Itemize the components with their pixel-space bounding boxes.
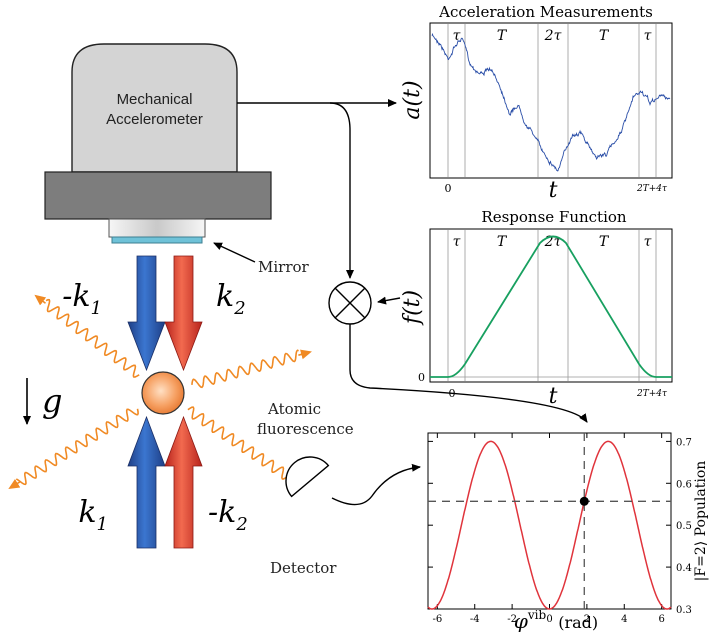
population-curve xyxy=(427,440,672,610)
segment-label: τ xyxy=(453,234,461,250)
population-marker-point xyxy=(579,496,589,506)
x-tick-label: 2 xyxy=(584,614,590,625)
x-tick-label: -2 xyxy=(507,614,517,625)
segment-label: T xyxy=(497,28,508,44)
beam-blue-bottom xyxy=(127,415,166,549)
accelerometer-body xyxy=(71,43,238,173)
photon-wave xyxy=(187,406,289,480)
mirror-pointer xyxy=(213,242,256,263)
photon-arrowhead xyxy=(298,349,312,360)
fluorescence-label-line1: Atomic xyxy=(267,400,321,418)
segment-label: T xyxy=(497,234,508,250)
acceleration-plot-frame xyxy=(429,22,673,179)
y-tick-label: 0.6 xyxy=(676,479,692,490)
acceleration-trace xyxy=(431,32,671,172)
y-tick-label: 0.4 xyxy=(676,563,692,574)
detector xyxy=(285,456,330,498)
population-chart-xlabel: φvib (rad) xyxy=(514,608,598,633)
laser-beams xyxy=(127,255,203,549)
population-chart-frame xyxy=(427,432,672,610)
detector-to-plot-arrow xyxy=(331,463,421,506)
beam-red-top xyxy=(164,255,203,372)
accelerometer-label-line2: Accelerometer xyxy=(106,111,203,128)
accelerometer: Mechanical Accelerometer xyxy=(44,43,272,244)
segment-label: T xyxy=(599,234,610,250)
gravity-label: g xyxy=(42,382,62,420)
segment-label: τ xyxy=(644,234,652,250)
response-plot-title: Response Function xyxy=(481,208,626,226)
x-tick-label: -6 xyxy=(432,614,442,625)
segment-label: T xyxy=(599,28,610,44)
mirror xyxy=(111,236,203,244)
y-tick-label: 0.7 xyxy=(676,437,692,448)
response-to-multiplier-arrow xyxy=(377,296,401,305)
photon-arrowhead xyxy=(8,479,21,490)
photon-wave xyxy=(15,408,139,486)
mirror-label: Mirror xyxy=(258,258,310,276)
mirror-mount xyxy=(108,218,206,238)
signal-connectors xyxy=(237,99,588,506)
beam-red-bottom xyxy=(164,415,203,549)
response-plot-tick-end: 2T+4τ xyxy=(636,389,668,399)
response-plot-tick-start: 0 xyxy=(449,387,456,400)
atom xyxy=(141,371,185,415)
photon-wave xyxy=(45,298,140,378)
response-plot-xlabel: t xyxy=(549,384,558,409)
fluorescence-photons xyxy=(8,294,312,490)
beam-blue-top xyxy=(127,255,166,372)
x-tick-label: 6 xyxy=(658,614,664,625)
accelerometer-label-line1: Mechanical xyxy=(117,91,193,108)
acceleration-plot-xlabel: t xyxy=(549,178,558,203)
population-chart-ylabel: |F=2⟩ Population xyxy=(693,461,709,582)
y-tick-label: 0.3 xyxy=(676,605,692,616)
beam-label-right-top: k2 xyxy=(216,279,246,319)
segment-label: 2τ xyxy=(544,28,562,44)
photon-arrowhead xyxy=(34,294,47,306)
acceleration-plot-title: Acceleration Measurements xyxy=(438,3,653,21)
x-tick-label: 0 xyxy=(546,614,552,625)
fluorescence-label-line2: fluorescence xyxy=(257,420,354,438)
acceleration-plot-ylabel: a(t) xyxy=(400,80,425,119)
response-plot-ytick-zero: 0 xyxy=(418,371,425,384)
segment-label: τ xyxy=(453,28,461,44)
segment-label: τ xyxy=(644,28,652,44)
population-chart: -6 -4 -2 0 2 4 6 0.3 0.4 0.5 0.6 0.7 |F=2⟩ Populati… xyxy=(427,432,709,633)
photon-wave xyxy=(191,349,299,389)
beam-label-left-top: -k1 xyxy=(62,279,102,319)
x-tick-label: 4 xyxy=(621,614,627,625)
accelerometer-base xyxy=(44,171,272,220)
response-trace xyxy=(430,235,672,378)
detector-label: Detector xyxy=(270,559,337,577)
y-tick-label: 0.5 xyxy=(676,521,692,532)
acceleration-plot-tick-end: 2T+4τ xyxy=(636,184,668,194)
response-plot-ylabel: f(t) xyxy=(400,290,425,326)
multiplier-to-plot-arrow xyxy=(349,324,588,423)
beam-label-left-bottom: k1 xyxy=(78,495,108,535)
x-tick-label: -4 xyxy=(470,614,480,625)
beam-label-right-bottom: -k2 xyxy=(208,495,248,535)
acceleration-plot-tick-start: 0 xyxy=(445,182,452,195)
multiplier-symbol xyxy=(328,281,372,325)
accel-to-multiplier-arrow xyxy=(329,102,354,279)
